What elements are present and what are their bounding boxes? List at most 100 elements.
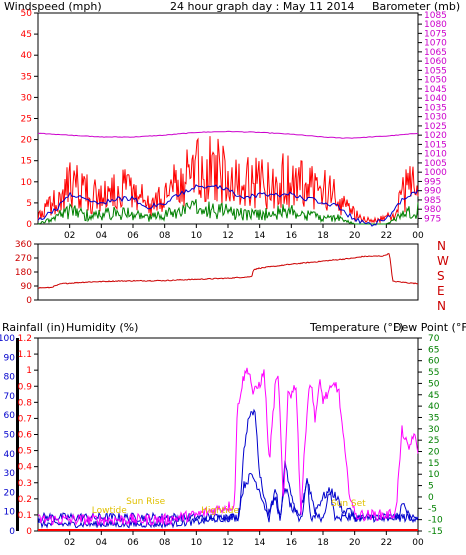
direction-ticks: 0 90 180 270 360 [15,240,38,306]
barometer-tick-label: 1075 [424,29,447,39]
hour-tick-label: 02 [64,538,75,548]
windspeed-tick-label: 5 [26,199,32,209]
hour-tick-label: 18 [317,538,329,548]
barometer-tick-label: 1045 [424,85,447,95]
compass-letter: N [437,239,446,253]
temperature-tick-label: 5 [428,482,434,492]
hour-tick-label: 00 [412,538,424,548]
rainfall-axis-label: Rainfall (in) [2,321,65,334]
hour-tick-label: 14 [254,231,266,241]
hour-tick-label: 22 [381,231,392,241]
panel1-hour-ticks: 02 04 06 08 10 12 14 16 18 20 22 00 [64,224,424,241]
wind-gust-series [37,184,419,227]
humidity-tick-label: 50 [4,431,16,441]
temperature-tick-label: 0 [428,493,434,503]
humidity-axis-bar [16,338,19,531]
barometer-tick-label: 1060 [424,57,447,67]
humidity-axis-label: Humidity (%) [66,321,138,334]
hour-tick-label: 16 [286,231,298,241]
annotation-label: Sun Rise [126,497,165,507]
humidity-tick-label: 100 [0,334,15,344]
panel3-series [37,367,419,531]
dewpoint-axis-label: Dew Point (°F) [393,321,466,334]
wind-peak-series [37,136,419,225]
rainfall-tick-label: 1 [26,366,32,376]
temperature-tick-label: 45 [428,391,439,401]
barometer-tick-label: 1080 [424,20,447,30]
direction-plot-frame [37,243,419,301]
hour-tick-label: 08 [159,231,171,241]
windspeed-tick-label: 15 [21,157,32,167]
dew-point-series [37,367,419,527]
hour-tick-label: 16 [286,538,298,548]
temperature-tick-label: 35 [428,413,439,423]
direction-tick-label: 180 [15,268,32,278]
chart-title: 24 hour graph day : May 11 2014 [170,0,355,13]
humidity-tick-label: 70 [4,392,16,402]
humidity-tick-label: 60 [4,411,16,421]
barometer-tick-label: 1085 [424,11,447,21]
barometer-tick-label: 985 [424,196,441,206]
rain-humidity-temp-panel: Rainfall (in) Humidity (%) Temperature (… [0,321,466,548]
temperature-axis-label: Temperature (°F) [309,321,404,334]
compass-letter: W [437,254,449,268]
rainfall-tick-label: 0 [26,527,32,537]
temperature-tick-label: 10 [428,470,440,480]
annotation-label: Hightide [201,506,239,516]
barometer-tick-label: 1035 [424,103,447,113]
barometer-tick-label: 1020 [424,131,447,141]
temperature-tick-label: 40 [428,402,440,412]
barometer-tick-label: 1030 [424,113,447,123]
hour-tick-label: 20 [349,231,361,241]
temperature-tick-label: -15 [428,527,443,537]
barometer-series [37,130,419,139]
compass-letter: N [437,299,446,313]
temperature-tick-label: 55 [428,368,439,378]
direction-tick-label: 0 [26,296,32,306]
hour-tick-label: 04 [96,538,108,548]
rainfall-ticks: 0 0.1 0.2 0.3 0.4 0.5 0.6 0.7 0.8 0.9 1 1.1 1.2 [18,334,38,537]
direction-tick-label: 360 [15,240,32,250]
windspeed-tick-label: 0 [26,220,32,230]
barometer-tick-label: 1005 [424,159,447,169]
hour-tick-label: 08 [159,538,171,548]
rainfall-tick-label: 0.6 [18,431,33,441]
humidity-tick-label: 30 [4,469,16,479]
barometer-tick-label: 1055 [424,66,447,76]
panel2-series [37,253,419,289]
hour-tick-label: 14 [254,538,266,548]
hour-tick-label: 06 [127,231,139,241]
temperature-series [37,408,419,529]
temperature-tick-label: 65 [428,345,439,355]
barometer-tick-label: 1065 [424,48,447,58]
barometer-tick-label: 1015 [424,140,447,150]
humidity-tick-label: 10 [4,508,16,518]
barometer-tick-label: 980 [424,205,441,215]
hour-tick-label: 12 [222,231,233,241]
rainfall-tick-label: 0.3 [18,479,32,489]
panel1-series [37,130,419,227]
rainfall-tick-label: 0.7 [18,414,32,424]
wind-average-series [37,199,419,225]
barometer-tick-label: 1070 [424,39,447,49]
wind-plot-frame [37,12,419,225]
barometer-tick-label: 990 [424,187,441,197]
barometer-tick-label: 1050 [424,76,447,86]
humidity-tick-label: 80 [4,373,16,383]
rainfall-tick-label: 0.9 [18,382,33,392]
humidity-tick-label: 90 [4,353,16,363]
hour-tick-label: 04 [96,231,108,241]
barometer-tick-label: 1010 [424,150,447,160]
temperature-tick-label: 60 [428,357,440,367]
barometer-tick-label: 1040 [424,94,447,104]
rainfall-tick-label: 1.2 [18,334,32,344]
rainfall-tick-label: 0.5 [18,447,32,457]
hour-tick-label: 10 [191,538,203,548]
hour-tick-label: 20 [349,538,361,548]
windspeed-tick-label: 50 [21,9,33,19]
compass-letter: S [437,269,445,283]
